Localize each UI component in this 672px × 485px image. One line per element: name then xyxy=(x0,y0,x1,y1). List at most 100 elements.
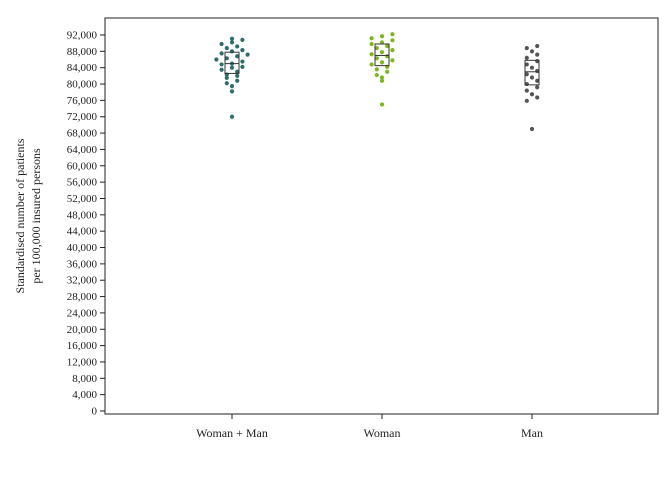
data-point xyxy=(224,75,229,81)
x-axis: Woman + Man Woman Man xyxy=(196,414,543,440)
data-point xyxy=(535,95,540,100)
data-point xyxy=(379,34,385,39)
data-point xyxy=(374,67,379,72)
data-point xyxy=(524,62,529,67)
data-point xyxy=(235,44,240,49)
data-point xyxy=(229,114,235,119)
data-point xyxy=(535,52,540,57)
y-tick-label: 36,000 xyxy=(67,258,98,270)
data-point xyxy=(369,36,374,41)
data-point xyxy=(379,50,385,55)
y-tick-label: 12,000 xyxy=(67,356,98,368)
series-1 xyxy=(369,32,395,107)
data-point xyxy=(240,59,245,64)
data-point xyxy=(240,37,245,43)
data-point xyxy=(235,69,240,74)
data-point xyxy=(524,45,529,51)
data-point xyxy=(369,41,374,47)
y-tick-label: 52,000 xyxy=(67,193,98,205)
y-tick-label: 60,000 xyxy=(67,160,98,172)
y-tick-label: 72,000 xyxy=(67,111,98,123)
data-point xyxy=(229,89,235,94)
data-point xyxy=(224,45,229,51)
y-tick-label: 28,000 xyxy=(67,291,98,303)
y-tick-label: 88,000 xyxy=(67,46,98,58)
y-tick-label: 92,000 xyxy=(67,30,98,42)
data-point xyxy=(524,55,529,60)
data-point xyxy=(524,72,529,77)
y-tick-label: 44,000 xyxy=(67,226,98,238)
y-axis: 0 4,000 8,000 12,000 16,000 20,000 24,000 28,00… xyxy=(67,30,105,418)
data-point xyxy=(229,40,235,45)
data-point xyxy=(385,69,390,74)
data-point xyxy=(529,49,535,54)
data-point xyxy=(385,43,390,49)
data-point xyxy=(240,48,245,53)
data-point xyxy=(224,56,229,61)
data-point xyxy=(219,51,224,56)
data-point xyxy=(379,102,385,107)
data-point xyxy=(524,88,529,93)
data-point xyxy=(219,62,224,67)
data-point xyxy=(535,85,540,90)
data-point xyxy=(224,81,229,86)
data-point xyxy=(379,40,385,45)
data-point xyxy=(219,67,224,72)
y-tick-label: 40,000 xyxy=(67,242,98,254)
y-tick-label: 16,000 xyxy=(67,340,98,352)
data-point xyxy=(245,52,250,57)
data-point xyxy=(374,56,379,61)
data-point xyxy=(529,75,535,80)
y-tick-label: 64,000 xyxy=(67,144,98,156)
data-point xyxy=(379,75,385,80)
x-tick-label: Man xyxy=(521,426,543,440)
data-point xyxy=(390,58,395,63)
data-point xyxy=(379,60,385,65)
data-point xyxy=(229,65,235,70)
data-point xyxy=(235,78,240,83)
plot-area xyxy=(214,32,540,132)
y-tick-label: 84,000 xyxy=(67,62,98,74)
y-tick-label: 20,000 xyxy=(67,324,98,336)
y-axis-label-line-2: per 100,000 insured persons xyxy=(29,148,43,284)
y-tick-label: 4,000 xyxy=(72,389,97,401)
plot-frame xyxy=(104,17,659,415)
data-point xyxy=(529,126,535,132)
data-point xyxy=(529,65,535,70)
data-point xyxy=(229,83,235,89)
data-point xyxy=(535,43,540,49)
data-point xyxy=(369,52,374,57)
data-point xyxy=(219,41,224,47)
data-point xyxy=(390,38,395,43)
iqr-box xyxy=(524,59,540,86)
data-point xyxy=(390,48,395,53)
series-2 xyxy=(524,43,540,132)
y-tick-label: 0 xyxy=(92,406,98,418)
data-point xyxy=(214,57,219,62)
y-tick-label: 68,000 xyxy=(67,128,98,140)
data-point xyxy=(240,64,245,69)
data-point xyxy=(529,92,535,97)
series-0 xyxy=(214,36,250,119)
data-point xyxy=(524,98,529,103)
y-tick-label: 80,000 xyxy=(67,79,98,91)
data-point xyxy=(535,78,540,83)
y-tick-label: 32,000 xyxy=(67,275,98,287)
data-point xyxy=(229,49,235,54)
data-point xyxy=(229,36,235,41)
data-point xyxy=(235,73,240,78)
data-point xyxy=(369,62,374,67)
y-tick-label: 48,000 xyxy=(67,209,98,221)
y-tick-label: 24,000 xyxy=(67,307,98,319)
y-tick-label: 76,000 xyxy=(67,95,98,107)
data-point xyxy=(374,72,379,78)
y-tick-label: 8,000 xyxy=(72,373,97,385)
y-axis-label-line-1: Standardised number of patients xyxy=(13,138,27,293)
iqr-box xyxy=(224,51,240,74)
iqr-box xyxy=(374,43,390,67)
data-point xyxy=(390,32,395,37)
data-point xyxy=(374,45,379,51)
x-tick-label: Woman xyxy=(363,426,400,440)
